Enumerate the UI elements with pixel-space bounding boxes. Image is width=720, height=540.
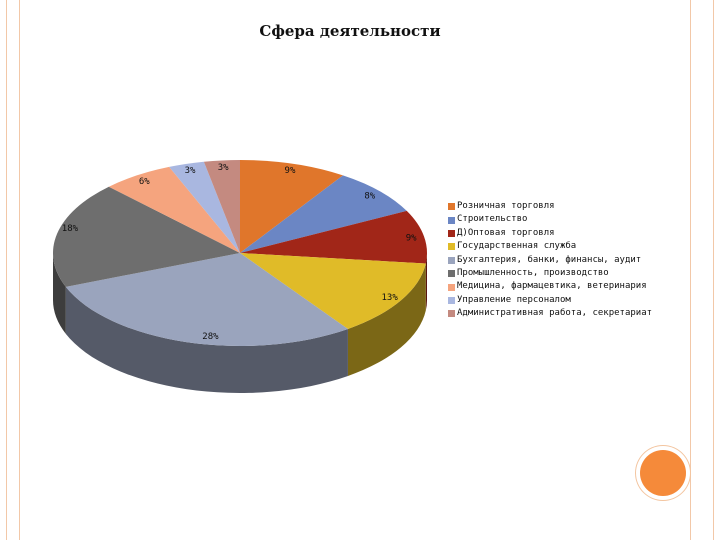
pie-slice-1 — [240, 175, 407, 253]
legend-item: Государственная служба — [448, 240, 652, 253]
legend-swatch — [448, 310, 455, 318]
legend-item: Управление персоналом — [448, 294, 652, 307]
legend-item: Бухгалтерия, банки, финансы, аудит — [448, 254, 652, 267]
legend-item: Розничная торговля — [448, 200, 652, 213]
legend-swatch — [448, 230, 455, 238]
decorative-circle — [640, 450, 686, 496]
data-label-4: 28% — [202, 332, 219, 342]
data-label-1: 8% — [364, 191, 375, 201]
pie-slice-3 — [240, 253, 426, 329]
legend-swatch — [448, 216, 455, 224]
pie-side-3 — [347, 263, 426, 376]
data-label-7: 3% — [185, 166, 196, 176]
legend-swatch — [448, 203, 455, 211]
legend-swatch — [448, 283, 455, 291]
legend-label: Бухгалтерия, банки, финансы, аудит — [457, 254, 642, 265]
data-label-2: 9% — [406, 234, 417, 244]
legend-label: Промышленность, производство — [457, 268, 609, 279]
legend-swatch — [448, 243, 455, 251]
legend-item: Медицина, фармацевтика, ветеринария — [448, 280, 652, 293]
pie-side-4 — [65, 286, 348, 394]
pie-slice-8 — [203, 160, 240, 253]
pie-slice-0 — [240, 160, 343, 253]
legend-swatch — [448, 297, 455, 305]
legend-label: Государственная служба — [457, 241, 577, 252]
legend-label: Д)Оптовая торговля — [457, 227, 555, 238]
legend-label: Административная работа, секретариат — [457, 308, 653, 319]
data-label-8: 3% — [218, 163, 229, 173]
pie-slice-7 — [169, 161, 240, 253]
data-label-3: 13% — [382, 293, 399, 303]
legend-label: Строительство — [457, 214, 528, 225]
pie-slice-5 — [52, 186, 240, 287]
pie-slice-6 — [108, 166, 240, 253]
slide-frame-right — [690, 0, 714, 540]
pie-side-5 — [53, 253, 66, 334]
chart-legend: Розничная торговля Строительство Д)Оптовая… — [448, 200, 652, 321]
legend-swatch — [448, 256, 455, 264]
legend-item: Строительство — [448, 213, 652, 226]
data-label-0: 9% — [285, 166, 296, 176]
legend-item: Д)Оптовая торговля — [448, 227, 652, 240]
chart-title: Сфера деятельности — [259, 22, 441, 40]
legend-swatch — [448, 270, 455, 278]
data-label-5: 18% — [62, 224, 79, 234]
legend-label: Управление персоналом — [457, 294, 571, 305]
pie-slice-4 — [65, 253, 348, 347]
pie-side-walls — [53, 253, 427, 394]
legend-label: Розничная торговля — [457, 201, 555, 211]
pie-side-2 — [425, 253, 427, 311]
slide-frame-left — [6, 0, 20, 540]
data-label-6: 6% — [139, 177, 150, 187]
legend-item: Промышленность, производство — [448, 267, 652, 280]
legend-item: Административная работа, секретариат — [448, 307, 652, 320]
pie-slice-2 — [240, 210, 427, 264]
legend-label: Медицина, фармацевтика, ветеринария — [457, 281, 647, 292]
